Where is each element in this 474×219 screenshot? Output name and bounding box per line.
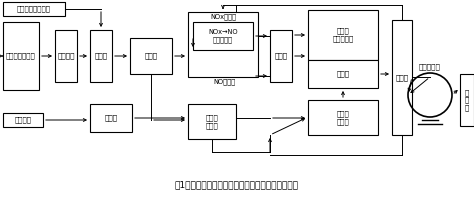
Text: 図1　化学発光法による窒素酸化物計測器の構成例: 図1 化学発光法による窒素酸化物計測器の構成例 [175, 180, 299, 189]
Text: 排
出
口: 排 出 口 [465, 89, 469, 111]
Text: 吸引ポンプ: 吸引ポンプ [419, 64, 441, 70]
FancyBboxPatch shape [460, 74, 474, 126]
FancyBboxPatch shape [308, 60, 378, 88]
FancyBboxPatch shape [188, 104, 236, 139]
FancyBboxPatch shape [270, 30, 292, 82]
Text: 試料大気導入口: 試料大気導入口 [6, 53, 36, 59]
FancyBboxPatch shape [3, 2, 65, 16]
Text: フィルタ: フィルタ [57, 53, 75, 59]
Text: 除湿器: 除湿器 [145, 53, 157, 59]
Text: 校正用ガス導入口: 校正用ガス導入口 [17, 6, 51, 12]
FancyBboxPatch shape [130, 38, 172, 74]
FancyBboxPatch shape [55, 30, 77, 82]
FancyBboxPatch shape [308, 10, 378, 60]
FancyBboxPatch shape [3, 22, 39, 90]
Text: 除湿器: 除湿器 [104, 115, 118, 121]
FancyBboxPatch shape [308, 100, 378, 135]
Text: 反応槽: 反応槽 [337, 71, 349, 77]
FancyBboxPatch shape [188, 12, 258, 77]
FancyBboxPatch shape [90, 104, 132, 132]
FancyBboxPatch shape [90, 30, 112, 82]
Text: オゾン
処理器: オゾン 処理器 [337, 110, 349, 125]
FancyBboxPatch shape [193, 22, 253, 50]
Text: 切換弁: 切換弁 [274, 53, 288, 59]
Text: 空気入口: 空気入口 [15, 117, 31, 123]
FancyBboxPatch shape [392, 20, 412, 135]
Text: 冷却器
光電測光部: 冷却器 光電測光部 [332, 28, 354, 42]
Text: 流量計: 流量計 [395, 74, 409, 81]
FancyBboxPatch shape [3, 113, 43, 127]
Text: 切換弁: 切換弁 [94, 53, 108, 59]
Text: NO測定系: NO測定系 [213, 79, 235, 85]
Text: オゾン
発生器: オゾン 発生器 [206, 114, 219, 129]
Text: NOx→NO
コンバータ: NOx→NO コンバータ [208, 29, 238, 43]
Text: NOx測定系: NOx測定系 [210, 14, 236, 20]
